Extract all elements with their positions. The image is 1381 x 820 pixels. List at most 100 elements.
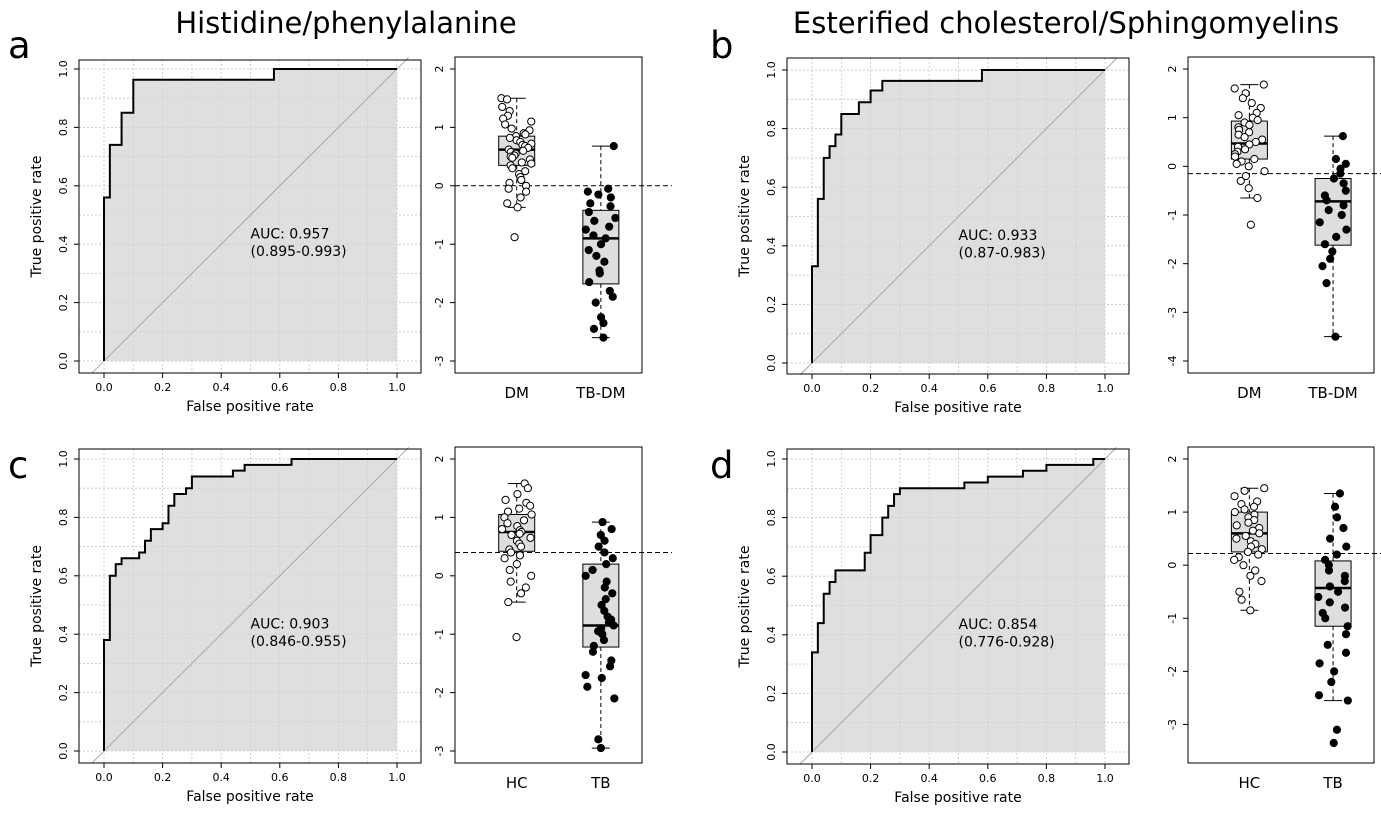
panel-c-box-data-point (600, 548, 609, 557)
panel-a-box-data-point (606, 202, 615, 211)
panel-b-box-data-point (1253, 116, 1262, 125)
panel-d-box-data-point (1323, 640, 1332, 649)
panel-d-box-data-point (1342, 542, 1351, 551)
panel-c-box-data-point (594, 735, 603, 744)
panel-b-roc-chance-line (799, 57, 1118, 376)
panel-a-box-ytick-label: -3 (433, 356, 446, 367)
panel-b-box-data-point (1259, 80, 1268, 89)
panel-c-roc-ytick-label: 1.0 (57, 450, 70, 468)
panel-a-roc-ytick-label: 0.4 (57, 235, 70, 253)
panel-c-box-data-point (500, 554, 509, 563)
panel-b-box-ytick-label: 1 (1166, 114, 1179, 121)
right-column-title: Esterified cholesterol/Sphingomyelins (793, 6, 1339, 40)
panel-d-box-data-point (1340, 603, 1350, 612)
panel-d-box-data-point (1257, 577, 1266, 586)
panel-a-box-data-point (611, 213, 620, 223)
panel-c-box-data-point (600, 583, 609, 592)
panel-d-box-data-point (1255, 529, 1264, 538)
panel-b-box-ytick-label: -3 (1166, 307, 1179, 318)
panel-b-box-data-point (1328, 247, 1337, 256)
panel-c-box-ytick-label: -1 (433, 629, 446, 640)
panel-a-box-ytick-label: 0 (433, 182, 446, 189)
panel-d-box-data-point (1232, 534, 1241, 543)
panel-b-box-data-point (1260, 167, 1269, 176)
panel-c-roc-ytick-label: 0.0 (57, 742, 70, 760)
panel-d-box-data-point (1329, 738, 1338, 748)
panel-d-roc-xtick-label: 0.8 (1038, 772, 1056, 785)
panel-d-box-data-point (1324, 566, 1334, 575)
panel-b-box-category-label: TB-DM (1307, 384, 1357, 402)
panel-a-box-data-point (589, 231, 598, 240)
panel-a-box-data-point (501, 120, 510, 129)
panel-c-roc-ytick-label: 0.2 (57, 684, 70, 702)
panel-b-box-data-point (1246, 220, 1255, 229)
panel-b-box-data-point (1250, 154, 1259, 164)
panel-b-roc-ytick-label: 1.0 (765, 61, 778, 79)
panel-c-box-data-point (581, 670, 590, 680)
panel-c-box-data-point (503, 507, 513, 516)
panel-c-box-data-point (583, 682, 592, 691)
panel-a-box-plot: DM TB-DM -3 -2 -1 0 1 2 (433, 56, 672, 402)
panel-a-box-data-point (522, 187, 531, 196)
panel-d-roc-frame (786, 448, 1130, 765)
panel-a-box-data-point (583, 187, 592, 196)
panel-b-box-data-point (1244, 162, 1253, 171)
panel-d-roc-ytick-label: 0.2 (765, 685, 778, 703)
panel-c-box-data-point (608, 554, 617, 563)
panel-b-roc-auc-ci-label: (0.87-0.983) (959, 246, 1046, 262)
panel-d-box-data-point (1249, 502, 1259, 511)
panel-a-box-data-point (521, 130, 530, 139)
panel-a-box-ytick-label: -1 (433, 239, 446, 250)
panel-b-box-data-point (1315, 218, 1324, 227)
panel-d-box-data-point (1235, 587, 1244, 596)
panel-b-box-data-point (1341, 186, 1350, 195)
panel-c-box-data-point (503, 519, 512, 528)
panel-d-roc-x-axis-label: False positive rate (894, 790, 1021, 806)
panel-a-roc-ytick-label: 0.0 (57, 352, 70, 370)
panel-d-box-data-point (1314, 691, 1324, 700)
panel-b-box-ytick-label: -2 (1166, 258, 1179, 269)
panel-d-box-ytick-label: -2 (1166, 666, 1179, 677)
panel-c-box-data-point (505, 565, 514, 575)
panel-d-box-data-point (1339, 523, 1348, 533)
panel-c-box-category-label: HC (506, 774, 528, 792)
panel-d-box-ytick-label: -3 (1166, 719, 1179, 730)
panel-c-box-data-point (588, 565, 597, 575)
panel-a-box-data-point (589, 324, 599, 333)
panel-b-box-data-point (1337, 210, 1346, 220)
panel-a-box-data-point (507, 124, 516, 133)
panel-a-roc-x-axis-label: False positive rate (186, 399, 313, 415)
panel-d-box-data-point (1254, 550, 1263, 559)
panel-c-roc-xtick-label: 0.4 (212, 771, 230, 784)
panel-d-box-data-point (1341, 648, 1351, 657)
panel-a-box-frame (454, 56, 643, 374)
panel-c-box-data-point (608, 589, 617, 598)
panel-b-box-ytick-label: 0 (1166, 163, 1179, 170)
panel-a-roc-auc-label: AUC: 0.957 (251, 226, 330, 242)
panel-letter-c: c (8, 444, 28, 487)
panel-c-box-data-point (594, 542, 603, 551)
panel-b-box-data-point (1238, 94, 1247, 103)
panel-a-roc-ytick-label: 0.6 (57, 177, 70, 195)
panel-a-box-data-point (596, 240, 606, 249)
panel-d-box-data-point (1327, 677, 1336, 687)
panel-a-roc-y-axis-label: True positive rate (29, 156, 45, 279)
panel-c-roc-curve (103, 458, 397, 751)
panel-a-box-data-point (516, 193, 525, 202)
panel-b-box-data-point (1230, 152, 1240, 161)
panel-d-box-frame (1187, 446, 1375, 764)
panel-c-roc-xtick-label: 1.0 (388, 771, 406, 784)
panel-a-box-data-point (513, 203, 522, 212)
panel-a-box-data-point (601, 234, 610, 243)
panel-b-box-category-label: DM (1237, 384, 1262, 402)
panel-b-box-data-point (1331, 332, 1340, 341)
panel-d-box-data-point (1341, 630, 1351, 639)
panel-b-box-data-point (1318, 262, 1327, 271)
panel-d-roc-y-axis-label: True positive rate (737, 546, 753, 669)
panel-c-box-data-point (599, 635, 609, 645)
panel-a-box-data-point (594, 190, 603, 199)
panel-d-roc-ytick-label: 0.6 (765, 567, 778, 585)
panel-b-box-data-point (1244, 184, 1253, 193)
panel-d-roc-xtick-label: 0.6 (979, 772, 997, 785)
panel-d-box-data-point (1237, 595, 1246, 604)
